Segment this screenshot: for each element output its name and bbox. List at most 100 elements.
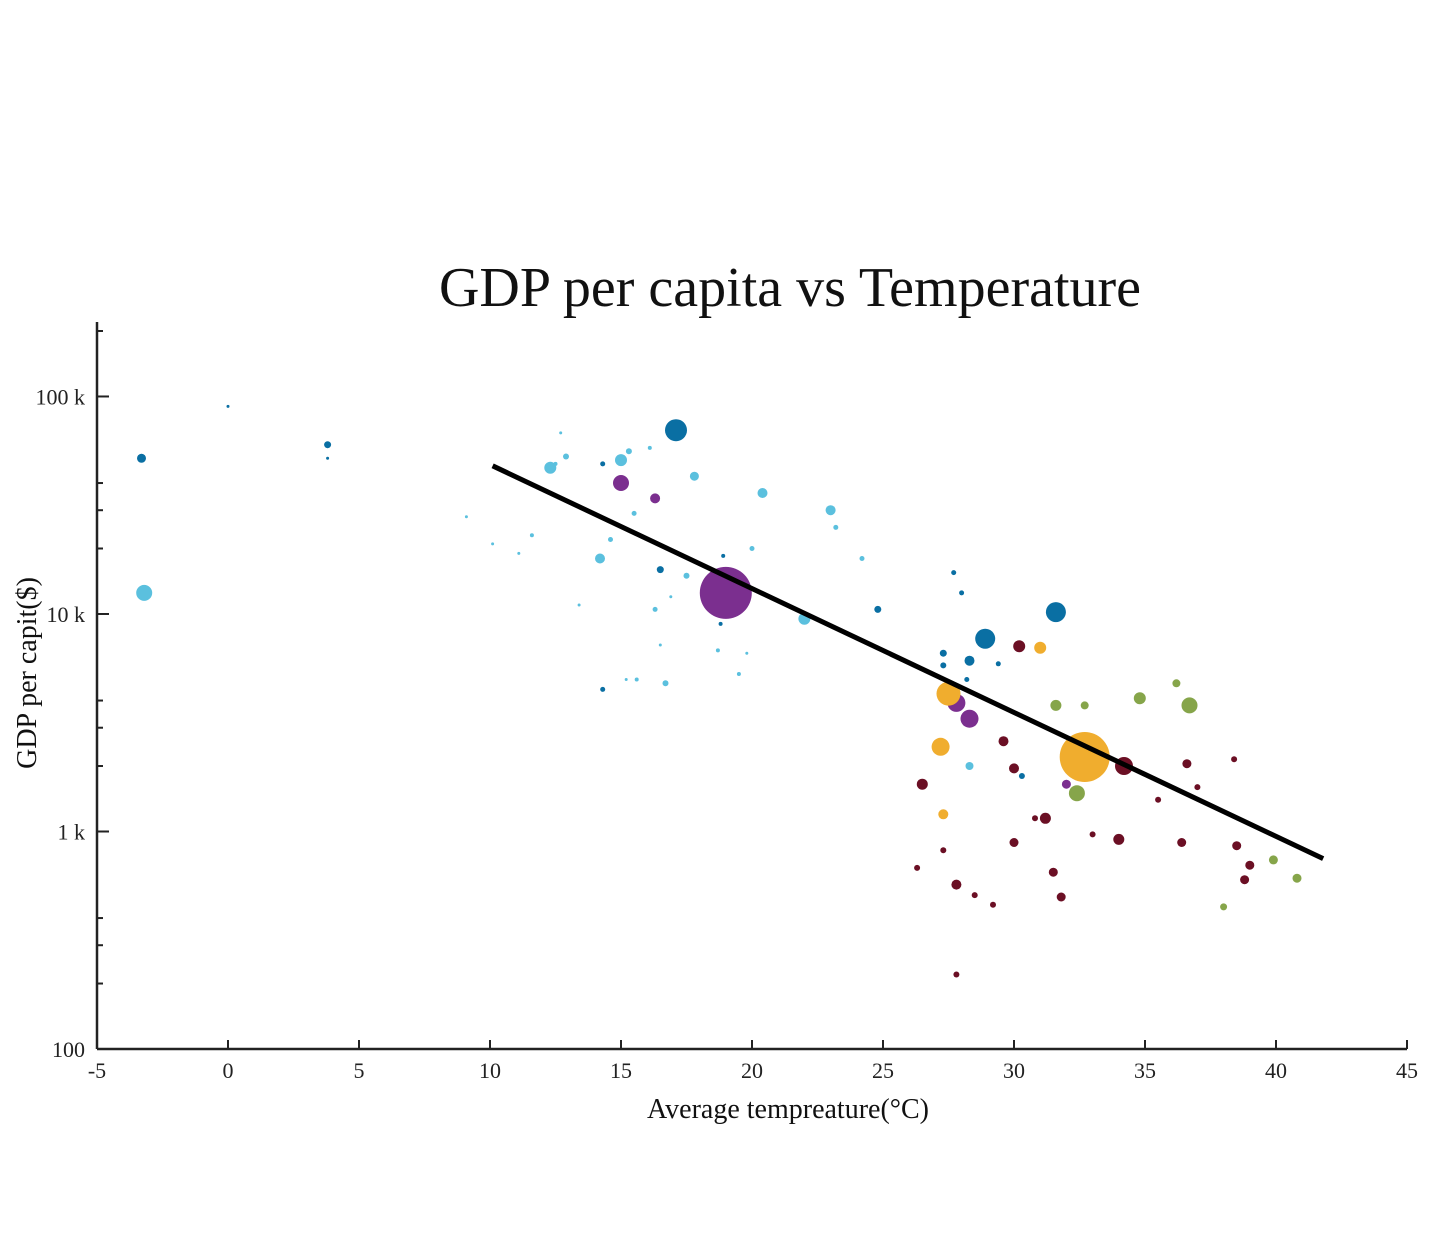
data-point-olive xyxy=(1172,679,1181,688)
data-point-dark-blue xyxy=(226,404,230,408)
data-point-light-blue xyxy=(634,677,639,682)
data-point-orange xyxy=(1059,732,1110,782)
data-point-light-blue xyxy=(689,471,699,481)
data-point-light-blue xyxy=(745,651,749,655)
data-point-maroon xyxy=(998,736,1009,747)
data-point-light-blue xyxy=(624,678,628,681)
data-point-maroon xyxy=(1232,841,1242,851)
data-point-maroon xyxy=(1240,875,1250,885)
y-tick-label: 1 k xyxy=(58,819,86,844)
data-point-light-blue xyxy=(608,537,613,542)
data-point-purple xyxy=(1061,779,1071,789)
y-tick-label: 100 k xyxy=(36,384,86,409)
data-point-maroon xyxy=(1048,867,1058,877)
data-point-light-blue xyxy=(631,510,637,516)
x-tick-label: 45 xyxy=(1396,1058,1418,1083)
data-point-olive xyxy=(1068,785,1085,802)
y-axis-ticks: 100 1 k 10 k 100 k xyxy=(36,330,109,1062)
x-tick-label: 10 xyxy=(479,1058,501,1083)
data-point-dark-blue xyxy=(951,570,957,576)
x-tick-label: 5 xyxy=(354,1058,365,1083)
data-point-maroon xyxy=(1039,812,1051,824)
data-point-purple xyxy=(960,709,979,728)
data-point-light-blue xyxy=(553,461,558,466)
x-tick-label: 40 xyxy=(1265,1058,1287,1083)
data-point-light-blue xyxy=(615,454,627,467)
data-point-light-blue xyxy=(736,672,741,676)
data-point-maroon xyxy=(951,879,962,890)
data-point-maroon xyxy=(914,864,921,871)
data-point-olive xyxy=(1133,692,1146,705)
data-point-dark-blue xyxy=(975,628,996,649)
data-point-maroon xyxy=(1245,860,1255,870)
data-point-olive xyxy=(1181,697,1198,714)
data-point-orange xyxy=(936,681,961,706)
data-point-light-blue xyxy=(683,572,690,579)
y-axis-label: GDP per capit($) xyxy=(12,577,43,769)
data-point-light-blue xyxy=(136,584,153,601)
data-point-light-blue xyxy=(517,551,521,555)
data-point-dark-blue xyxy=(1045,602,1066,623)
data-point-dark-blue xyxy=(959,590,965,596)
data-point-olive xyxy=(1080,701,1089,710)
data-point-light-blue xyxy=(669,595,673,599)
data-point-light-blue xyxy=(715,648,720,653)
x-axis-label: Average tempreature(°C) xyxy=(647,1094,929,1125)
data-point-olive xyxy=(1220,903,1228,911)
data-point-purple xyxy=(650,493,661,504)
data-point-dark-blue xyxy=(326,456,330,460)
x-tick-label: 30 xyxy=(1003,1058,1025,1083)
data-point-olive xyxy=(1268,855,1278,865)
data-point-light-blue xyxy=(757,488,768,498)
data-point-olive xyxy=(1050,699,1062,711)
data-point-light-blue xyxy=(662,680,669,687)
data-point-light-blue xyxy=(965,762,974,770)
data-point-light-blue xyxy=(833,524,839,530)
y-tick-label: 100 xyxy=(52,1037,85,1062)
data-point-maroon xyxy=(1013,640,1026,653)
data-point-dark-blue xyxy=(665,419,687,442)
data-point-purple xyxy=(613,475,629,491)
data-point-dark-blue xyxy=(1018,773,1025,779)
x-tick-label: 20 xyxy=(741,1058,763,1083)
data-point-light-blue xyxy=(464,515,468,519)
data-point-light-blue xyxy=(563,453,569,460)
x-tick-label: -5 xyxy=(88,1058,106,1083)
data-point-dark-blue xyxy=(995,661,1001,667)
y-tick-label: 10 k xyxy=(47,602,86,627)
data-point-maroon xyxy=(1113,833,1125,845)
data-point-dark-blue xyxy=(964,677,970,682)
x-tick-label: 15 xyxy=(610,1058,632,1083)
data-point-light-blue xyxy=(825,505,836,516)
x-axis-ticks: -5 0 5 10 15 20 25 30 35 40 45 xyxy=(88,1040,1418,1083)
data-point-maroon xyxy=(1032,815,1038,822)
data-point-orange xyxy=(938,809,949,820)
data-point-dark-blue xyxy=(939,649,947,657)
data-point-light-blue xyxy=(658,643,662,647)
data-point-dark-blue xyxy=(964,655,975,666)
data-point-dark-blue xyxy=(940,662,947,669)
data-point-maroon xyxy=(940,847,947,854)
data-point-light-blue xyxy=(577,603,581,607)
x-tick-label: 25 xyxy=(872,1058,894,1083)
data-point-dark-blue xyxy=(324,441,332,449)
data-point-light-blue xyxy=(625,448,632,455)
data-point-maroon xyxy=(971,892,978,899)
data-point-maroon xyxy=(953,971,960,978)
data-point-maroon xyxy=(1056,892,1066,902)
x-tick-label: 35 xyxy=(1134,1058,1156,1083)
data-point-light-blue xyxy=(749,546,755,551)
data-point-dark-blue xyxy=(721,553,726,558)
data-point-maroon xyxy=(1155,796,1162,803)
data-point-light-blue xyxy=(652,606,658,612)
data-point-maroon xyxy=(1089,831,1096,838)
data-point-dark-blue xyxy=(137,453,146,463)
data-point-light-blue xyxy=(595,553,605,564)
data-point-olive xyxy=(1292,873,1302,883)
data-point-dark-blue xyxy=(600,686,606,692)
data-point-maroon xyxy=(1194,784,1201,791)
data-point-maroon xyxy=(1177,838,1187,847)
data-point-light-blue xyxy=(529,533,534,538)
data-point-light-blue xyxy=(647,445,652,450)
